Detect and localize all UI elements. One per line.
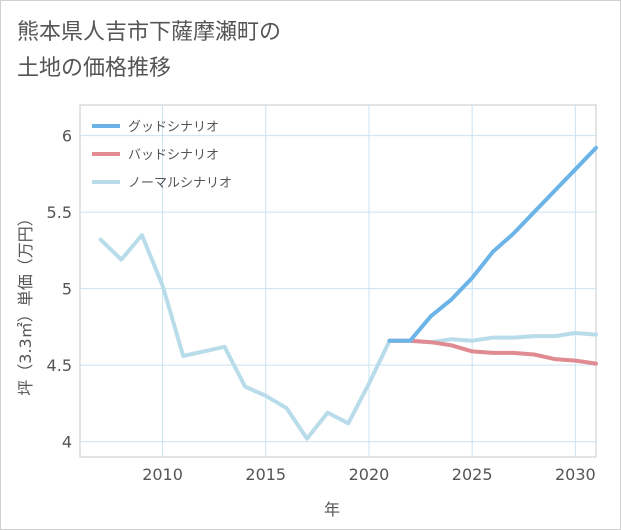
legend-label: グッドシナリオ (128, 120, 219, 135)
series-line-2 (387, 338, 598, 366)
y-tick-label: 4 (62, 433, 72, 452)
chart-title-line-1: 熊本県人吉市下薩摩瀬町の (17, 20, 282, 45)
legend-label: ノーマルシナリオ (128, 176, 232, 191)
tick-labels: 2010 2015 2020 2025 2030 4 4.5 5 5.5 6 (47, 127, 596, 484)
plot-area (79, 104, 597, 458)
chart-title-line-2: 土地の価格推移 (17, 56, 172, 81)
x-tick-label: 2020 (349, 465, 390, 484)
x-axis-title: 年 (324, 500, 340, 519)
grid-lines (80, 105, 596, 457)
series-layer (98, 145, 598, 441)
y-tick-label: 5 (62, 280, 72, 299)
x-tick-label: 2015 (245, 465, 286, 484)
y-axis-title: 坪（3.3㎡）単価（万円） (16, 210, 35, 395)
x-tick-label: 2010 (142, 465, 183, 484)
chart-title: 熊本県人吉市下薩摩瀬町の 土地の価格推移 (17, 15, 437, 87)
series-line-1 (387, 145, 598, 343)
y-tick-label: 6 (62, 127, 72, 146)
series-line-3 (98, 233, 598, 441)
y-tick-label: 5.5 (47, 203, 72, 222)
legend-label: バッドシナリオ (128, 148, 219, 163)
y-tick-label: 4.5 (47, 356, 72, 375)
x-tick-label: 2030 (555, 465, 596, 484)
x-tick-label: 2025 (452, 465, 493, 484)
